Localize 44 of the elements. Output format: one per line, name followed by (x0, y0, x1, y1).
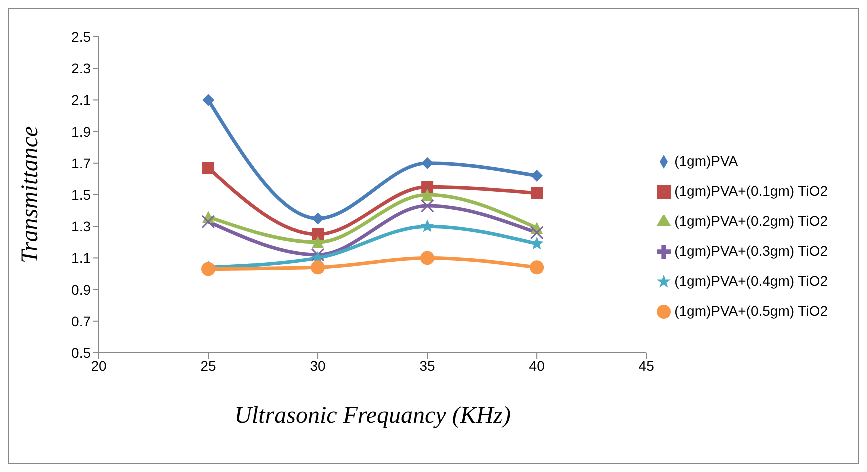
y-tick-label: 0.7 (72, 313, 92, 330)
y-tick-label: 1.3 (72, 218, 92, 235)
y-tick-label: 2.3 (72, 60, 92, 77)
y-tick-label: 1.5 (72, 186, 92, 203)
x-axis-title: Ultrasonic Frequancy (KHz) (234, 403, 511, 429)
point (422, 157, 434, 170)
point (530, 226, 544, 240)
x-tick-label: 20 (91, 358, 107, 374)
y-tick-label: 0.9 (72, 282, 92, 298)
point (420, 199, 434, 213)
legend-label: (1gm)PVA+(0.4gm) TiO2 (674, 273, 828, 289)
legend-label: (1gm)PVA (674, 153, 738, 169)
y-tick-label: 2.1 (72, 92, 92, 108)
point (311, 248, 325, 262)
x-tick-label: 40 (529, 358, 546, 374)
legend-label: (1gm)PVA+(0.5gm) TiO2 (674, 303, 828, 319)
x-tick-label: 25 (200, 358, 217, 374)
point (420, 220, 434, 232)
point (422, 181, 434, 194)
legend-label: (1gm)PVA+(0.3gm) TiO2 (674, 243, 828, 259)
x-tick-label: 35 (420, 358, 436, 374)
legend-label: (1gm)PVA+(0.2gm) TiO2 (674, 213, 828, 229)
y-tick-label: 0.5 (72, 344, 92, 361)
y-axis-title: Transmittance (18, 126, 44, 264)
point (312, 212, 324, 225)
y-tick-label: 1.9 (72, 124, 92, 140)
y-tick-label: 1.1 (72, 250, 92, 266)
x-tick-label: 45 (638, 358, 655, 374)
point (311, 260, 326, 275)
point (531, 187, 544, 200)
point (202, 162, 215, 174)
point (422, 189, 434, 201)
y-tick-label: 2.5 (72, 28, 92, 45)
point (312, 228, 324, 240)
point (312, 236, 324, 248)
point (202, 215, 216, 229)
point (202, 262, 216, 276)
point (420, 251, 435, 266)
x-tick-label: 30 (310, 358, 326, 374)
point (531, 170, 544, 182)
point (202, 94, 215, 106)
y-tick-label: 1.7 (72, 155, 92, 172)
point (530, 260, 544, 275)
legend-label: (1gm)PVA+(0.1gm) TiO2 (674, 183, 828, 199)
